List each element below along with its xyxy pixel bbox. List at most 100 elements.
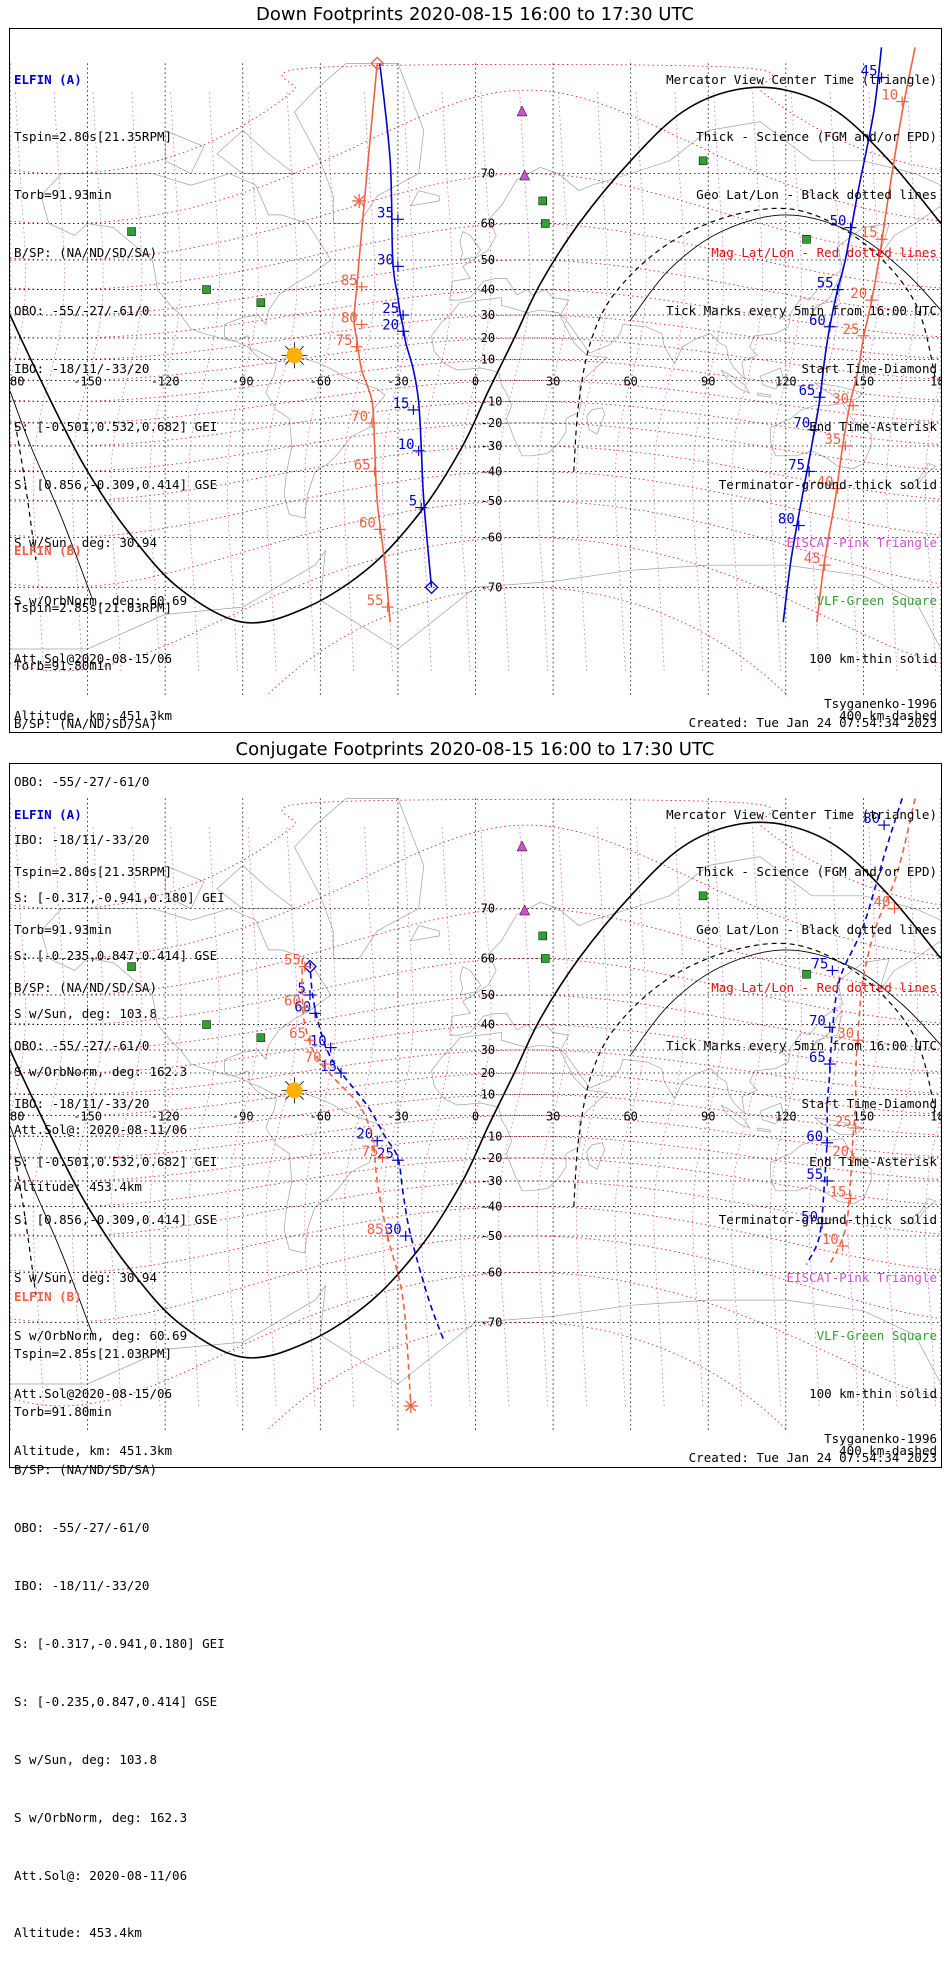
legend-line: VLF-Green Square bbox=[816, 1327, 937, 1343]
lon-tick-label: 0 bbox=[472, 1110, 479, 1124]
legend-line: End Time-Asterisk bbox=[809, 1153, 937, 1169]
elfin-a-line: S: [0.856,-0.309,0.414] GSE bbox=[14, 1211, 218, 1227]
vlf-station-marker bbox=[698, 891, 708, 901]
terminator-100km bbox=[10, 1125, 94, 1336]
lat-tick-label: 50 bbox=[481, 253, 495, 267]
mag-lat-line bbox=[10, 337, 941, 381]
track-tick-label: 10 bbox=[398, 437, 415, 453]
lon-tick-label: 150 bbox=[853, 1110, 875, 1124]
lat-tick-label: 30 bbox=[481, 1043, 495, 1057]
legend-line: 400 km-dashed bbox=[839, 1443, 937, 1459]
track-tick-label: 60 bbox=[809, 313, 826, 329]
sun-icon bbox=[286, 1082, 303, 1099]
mag-lat-line bbox=[10, 445, 941, 502]
legend-line: Tick Marks every 5min from 16:00 UTC bbox=[666, 1038, 937, 1054]
lon-tick-label: -60 bbox=[309, 1110, 331, 1124]
lat-tick-label: -60 bbox=[481, 530, 503, 544]
vlf-station-marker bbox=[256, 298, 266, 307]
lon-tick-label: 30 bbox=[546, 375, 560, 389]
mag-lat-line bbox=[10, 1135, 941, 1182]
mag-lat-line bbox=[10, 400, 941, 447]
lon-tick-label: 30 bbox=[546, 1110, 560, 1124]
elfin-a-line: IBO: -18/11/-33/20 bbox=[14, 1096, 150, 1112]
legend-line: Mag Lat/Lon - Red dotted lines bbox=[711, 980, 937, 996]
coastline bbox=[459, 966, 482, 996]
elfin-b-line: B/SP: (NA/ND/SD/SA) bbox=[14, 716, 157, 732]
elfin-a-line: S: [-0.501,0.532,0.682] GEI bbox=[14, 1153, 218, 1169]
legend-line: Terminator-ground-thick solid bbox=[718, 476, 937, 492]
mag-lat-line bbox=[10, 1024, 941, 1074]
coastline bbox=[759, 367, 784, 390]
elfin-a-line: S w/Sun, deg: 30.94 bbox=[14, 1269, 157, 1285]
elfin-a-line: S w/Sun, deg: 30.94 bbox=[14, 534, 157, 550]
elfin-a-line: S w/OrbNorm, deg: 60.69 bbox=[14, 1327, 188, 1343]
mag-lat-line bbox=[10, 1180, 941, 1237]
track-tick-label: 30 bbox=[377, 252, 394, 268]
track-tick-label: 75 bbox=[362, 1144, 379, 1160]
elfin-b-line: Torb=91.80min bbox=[14, 1404, 112, 1420]
lat-tick-label: -50 bbox=[481, 1229, 503, 1243]
elfin-b-track bbox=[829, 798, 916, 1265]
legend-line: 100 km-thin solid bbox=[809, 1385, 937, 1401]
coastline bbox=[586, 1142, 606, 1170]
legend-line: EISCAT-Pink Triangle bbox=[786, 534, 937, 550]
legend-line: VLF-Green Square bbox=[816, 592, 937, 608]
coastline bbox=[759, 1102, 784, 1125]
vlf-station-marker bbox=[802, 969, 811, 979]
elfin-a-track bbox=[782, 47, 883, 623]
track-tick-label: 20 bbox=[356, 1127, 373, 1143]
coastline bbox=[40, 908, 386, 1254]
elfin-a-line: S: [0.856,-0.309,0.414] GSE bbox=[14, 476, 218, 492]
elfin-b-line: S: [-0.317,-0.941,0.180] GEI bbox=[14, 889, 225, 905]
track-tick-label: 45 bbox=[804, 551, 821, 567]
lon-tick-label: -90 bbox=[232, 1110, 254, 1124]
track-tick-label: 55 bbox=[817, 276, 834, 292]
panel-title-down: Down Footprints 2020-08-15 16:00 to 17:3… bbox=[256, 4, 694, 25]
track-tick-label: 70 bbox=[809, 1013, 826, 1029]
lat-tick-label: 60 bbox=[481, 952, 495, 966]
lon-tick-label: -30 bbox=[387, 375, 409, 389]
elfin-b-line: S w/OrbNorm, deg: 162.3 bbox=[14, 1063, 188, 1079]
vlf-station-marker bbox=[541, 219, 550, 228]
track-tick-label: 15 bbox=[393, 396, 410, 412]
lon-tick-label: -120 bbox=[151, 375, 180, 389]
eiscat-station-marker bbox=[516, 840, 528, 852]
elfin-b-line: Altitude: 453.4km bbox=[14, 1925, 142, 1941]
mag-lat-line bbox=[10, 1115, 941, 1159]
coastline bbox=[40, 173, 386, 519]
track-tick-label: 65 bbox=[809, 1050, 826, 1066]
conjugate-footprints-map: -180 -150 -120 -90 -60 -30 0 30 60 90 120 150 180 -70… bbox=[9, 763, 942, 1940]
terminator-line bbox=[10, 821, 941, 1359]
map-canvas-conjugate: -180 -150 -120 -90 -60 -30 0 30 60 90 120 150 180 -70… bbox=[10, 798, 941, 1433]
model-label-conjugate: Tsyganenko-1996 bbox=[824, 1431, 937, 1446]
elfin-a-line: B/SP: (NA/ND/SD/SA) bbox=[14, 980, 157, 996]
lon-tick-label: -150 bbox=[73, 1110, 102, 1124]
track-tick-label: 30 bbox=[832, 392, 849, 408]
track-tick-label: 85 bbox=[367, 1222, 384, 1238]
lat-tick-label: -20 bbox=[481, 416, 503, 430]
elfin-b-line: Att.Sol@: 2020-08-11/06 bbox=[14, 1867, 188, 1883]
track-tick-label: 80 bbox=[778, 512, 795, 528]
panel-title-conjugate: Conjugate Footprints 2020-08-15 16:00 to… bbox=[235, 739, 715, 760]
elfin-b-line: S w/Sun, deg: 103.8 bbox=[14, 1751, 157, 1767]
lat-tick-label: 40 bbox=[481, 283, 495, 297]
lon-tick-label: 120 bbox=[775, 375, 797, 389]
lon-tick-label: -30 bbox=[387, 1110, 409, 1124]
elfin-a-line: OBO: -55/-27/-61/0 bbox=[14, 303, 150, 319]
legend-down: Mercator View Center Time (triangle) Thi… bbox=[666, 31, 937, 764]
lon-tick-label: -180 bbox=[10, 375, 24, 389]
vlf-station-marker bbox=[538, 931, 547, 941]
elfin-b-line: Torb=91.80min bbox=[14, 658, 112, 674]
vlf-station-marker bbox=[127, 962, 136, 971]
coastline bbox=[720, 1104, 751, 1129]
lat-tick-label: -70 bbox=[481, 1315, 503, 1329]
lat-tick-label: 70 bbox=[481, 167, 495, 181]
coastline bbox=[431, 297, 609, 457]
coastline bbox=[10, 549, 941, 650]
terminator-100km bbox=[630, 949, 941, 1056]
track-tick-label: 80 bbox=[341, 310, 358, 326]
elfin-a-header: ELFIN (A) bbox=[14, 806, 82, 822]
coastline bbox=[769, 1138, 872, 1205]
elfin-b-track bbox=[301, 958, 412, 1406]
elfin-a-line: Tspin=2.80s[21.35RPM] bbox=[14, 129, 173, 145]
